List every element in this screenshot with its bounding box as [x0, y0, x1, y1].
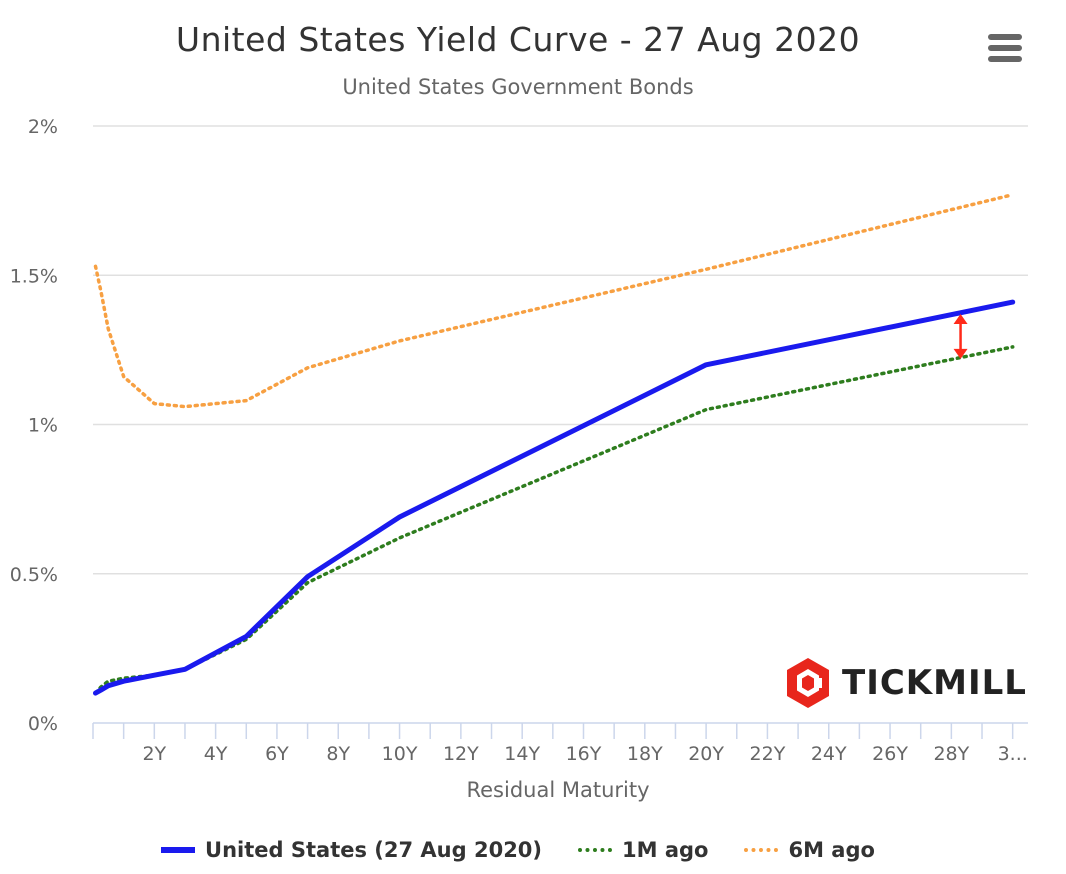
x-tick-label-10: 22Y	[750, 743, 786, 765]
grid-layer	[93, 125, 1028, 575]
x-tick-label-9: 20Y	[688, 743, 724, 765]
legend-swatch-6m	[744, 848, 779, 852]
chart-title: United States Yield Curve - 27 Aug 2020	[175, 20, 861, 59]
tickmill-hexagon-logo-icon	[787, 658, 829, 708]
legend-item-6m[interactable]: 6M ago	[744, 838, 875, 862]
series-line-2	[93, 192, 1015, 409]
x-tick-label-1: 4Y	[204, 743, 228, 765]
y-tick-label-4: 2%	[28, 116, 58, 138]
chart-subtitle: United States Government Bonds	[342, 75, 694, 99]
series-line-1	[93, 345, 1015, 695]
hamburger-menu-icon[interactable]	[988, 34, 1024, 62]
x-tick-label-5: 12Y	[443, 743, 479, 765]
axis-layer: 0% 0.5% 1% 1.5% 2% 2Y 4Y 6Y 8Y 10Y 12Y 14Y 16Y 18Y 20Y…	[10, 116, 1028, 765]
legend-swatch-1m	[578, 848, 613, 852]
x-tick-label-3: 8Y	[326, 743, 350, 765]
legend-item-1m[interactable]: 1M ago	[578, 838, 708, 862]
y-tick-label-1: 0.5%	[10, 564, 58, 586]
tickmill-logo: TICKMILL	[784, 656, 1027, 710]
logo-text: TICKMILL	[842, 663, 1027, 703]
spread-arrow-head-bottom	[953, 348, 968, 359]
x-tick-label-4: 10Y	[382, 743, 418, 765]
legend-label-6m: 6M ago	[788, 838, 875, 862]
x-axis-title: Residual Maturity	[466, 778, 649, 802]
chart-legend: United States (27 Aug 2020) 1M ago 6M ag…	[0, 838, 1036, 862]
y-tick-label-3: 1.5%	[10, 265, 58, 287]
x-tick-label-2: 6Y	[265, 743, 289, 765]
spread-arrow-head-top	[953, 314, 968, 325]
series-layer	[93, 192, 1016, 696]
x-tick-label-12: 26Y	[872, 743, 908, 765]
x-tick-label-14: 3...	[998, 743, 1028, 765]
y-tick-label-2: 1%	[28, 415, 58, 437]
x-tick-label-13: 28Y	[933, 743, 969, 765]
legend-item-us[interactable]: United States (27 Aug 2020)	[161, 838, 542, 862]
legend-label-us: United States (27 Aug 2020)	[205, 838, 543, 862]
legend-label-1m: 1M ago	[622, 838, 709, 862]
x-tick-label-7: 16Y	[566, 743, 602, 765]
series-line-0	[93, 299, 1016, 696]
x-tick-label-11: 24Y	[811, 743, 847, 765]
legend-swatch-us	[161, 847, 196, 853]
y-tick-label-0: 0%	[28, 713, 58, 735]
annotation-layer	[953, 314, 968, 359]
x-tick-label-8: 18Y	[627, 743, 663, 765]
x-tick-label-0: 2Y	[142, 743, 166, 765]
x-tick-label-6: 14Y	[504, 743, 540, 765]
